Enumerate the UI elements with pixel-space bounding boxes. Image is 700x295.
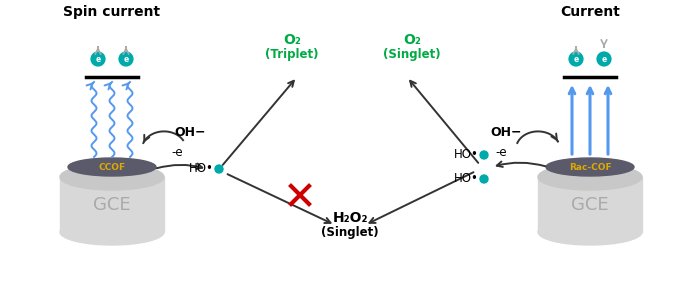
Text: GCE: GCE	[93, 196, 131, 214]
Text: e: e	[601, 55, 607, 63]
Circle shape	[596, 51, 612, 67]
Text: -e: -e	[171, 145, 183, 158]
Text: Current: Current	[560, 5, 620, 19]
Polygon shape	[60, 177, 164, 232]
Ellipse shape	[60, 164, 164, 190]
Text: e: e	[123, 55, 129, 63]
Text: OH−: OH−	[490, 125, 522, 138]
Circle shape	[568, 51, 584, 67]
Circle shape	[90, 51, 106, 67]
Text: Spin current: Spin current	[64, 5, 160, 19]
Circle shape	[479, 174, 489, 184]
Ellipse shape	[60, 219, 164, 245]
Polygon shape	[538, 177, 642, 232]
Text: (Triplet): (Triplet)	[265, 48, 318, 61]
Text: OH−: OH−	[174, 125, 206, 138]
Circle shape	[118, 51, 134, 67]
Circle shape	[479, 150, 489, 160]
Text: -e: -e	[495, 145, 507, 158]
Text: O₂: O₂	[403, 33, 421, 47]
Text: (Singlet): (Singlet)	[321, 226, 379, 239]
Text: Rac-COF: Rac-COF	[568, 163, 611, 171]
Text: O₂: O₂	[283, 33, 301, 47]
Ellipse shape	[538, 164, 642, 190]
Text: HO•: HO•	[454, 148, 479, 161]
Ellipse shape	[538, 219, 642, 245]
Text: GCE: GCE	[571, 196, 609, 214]
Text: e: e	[95, 55, 101, 63]
Ellipse shape	[68, 158, 156, 176]
Text: CCOF: CCOF	[99, 163, 125, 171]
Text: H₂O₂: H₂O₂	[332, 211, 368, 225]
Ellipse shape	[546, 158, 634, 176]
Text: HO•: HO•	[189, 163, 214, 176]
Text: HO•: HO•	[454, 173, 479, 186]
Text: e: e	[573, 55, 579, 63]
Circle shape	[214, 164, 224, 174]
Text: (Singlet): (Singlet)	[383, 48, 441, 61]
